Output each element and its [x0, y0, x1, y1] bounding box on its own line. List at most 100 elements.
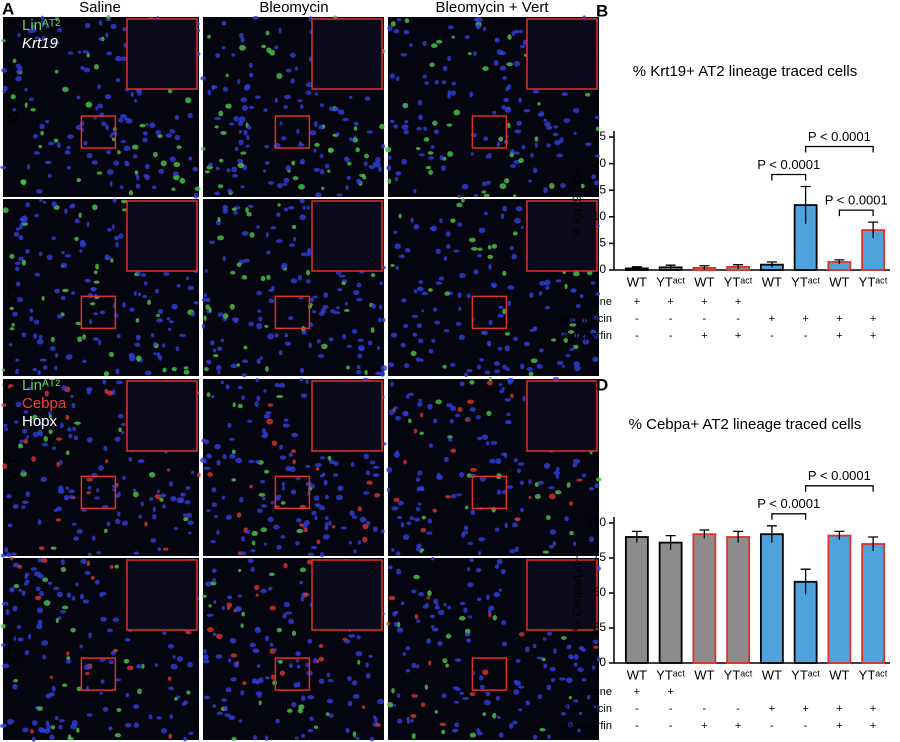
cell: [494, 37, 500, 43]
condition-mark: -: [736, 313, 740, 325]
cell: [2, 663, 10, 669]
cell: [420, 527, 427, 533]
cell: [288, 243, 296, 247]
cell: [203, 466, 211, 470]
row-label: WT: [5, 100, 22, 123]
cell: [208, 240, 215, 245]
cell: [13, 583, 20, 589]
cell: [402, 534, 410, 541]
cell: [379, 370, 386, 377]
cell: [337, 485, 344, 491]
cell: [186, 512, 193, 518]
cell: [243, 258, 250, 263]
x-tick-label: YTᵃᶜᵗ: [791, 667, 820, 682]
condition-mark: +: [667, 296, 673, 308]
cell: [308, 342, 312, 349]
cell: [106, 628, 114, 633]
cell: [400, 601, 405, 606]
cell: [197, 472, 201, 478]
cell: [34, 213, 39, 218]
cell: [483, 211, 488, 216]
cell: [208, 162, 213, 167]
cell: [16, 625, 22, 629]
cell: [66, 656, 71, 660]
cell: [250, 566, 255, 573]
cell: [285, 465, 291, 472]
cell: [113, 160, 119, 166]
condition-name: Saline: [581, 686, 612, 698]
cell: [110, 131, 118, 136]
cell: [472, 51, 477, 57]
cell: [153, 341, 157, 347]
cell: [401, 158, 408, 165]
x-tick-label: WT: [762, 274, 782, 289]
cell: [336, 306, 340, 310]
cell: [62, 86, 69, 93]
cell: [417, 338, 424, 344]
cell: [363, 153, 370, 159]
cell: [92, 337, 100, 341]
cell: [205, 581, 211, 587]
cell: [386, 621, 391, 626]
cell: [121, 208, 128, 212]
cell: [217, 216, 221, 223]
cell: [76, 686, 82, 692]
cell: [283, 207, 289, 212]
cell: [156, 352, 161, 358]
cell: [276, 212, 281, 217]
cell: [26, 164, 31, 170]
cell: [241, 373, 247, 378]
cell: [434, 709, 438, 714]
cell: [514, 517, 521, 522]
cell: [487, 608, 492, 614]
cell: [545, 285, 550, 290]
cell: [20, 469, 26, 473]
cell: [236, 363, 241, 367]
condition-mark: -: [703, 703, 707, 715]
cell: [245, 529, 251, 534]
cell: [501, 641, 508, 647]
cell: [517, 462, 525, 466]
cell: [378, 166, 382, 172]
cell: [275, 239, 283, 243]
cell: [21, 590, 26, 596]
cell: [463, 607, 468, 613]
cell: [9, 556, 14, 561]
cell: [340, 526, 347, 530]
cell: [357, 659, 361, 665]
cell: [283, 94, 291, 100]
cell: [507, 300, 511, 307]
cell: [24, 102, 28, 108]
cell: [300, 104, 304, 110]
cell: [265, 411, 272, 415]
cell: [108, 660, 115, 665]
panel-label: A: [2, 0, 14, 18]
cell: [289, 466, 296, 473]
cell: [547, 631, 552, 636]
cell: [222, 255, 226, 262]
cell: [444, 291, 451, 296]
cell: [486, 410, 492, 417]
cell: [541, 657, 546, 662]
cell: [443, 456, 449, 463]
cell: [410, 714, 417, 719]
cell: [496, 558, 503, 565]
cell: [413, 188, 417, 194]
cell: [254, 584, 260, 591]
cell: [469, 91, 474, 98]
cell: [247, 558, 254, 563]
cell: [272, 648, 278, 652]
cell: [352, 137, 359, 143]
cell: [248, 321, 255, 327]
cell: [288, 618, 295, 625]
cell: [106, 390, 114, 396]
cell: [280, 535, 286, 539]
cell: [211, 502, 217, 508]
cell: [498, 588, 503, 592]
cell: [201, 323, 205, 329]
cell: [66, 165, 71, 170]
cell: [564, 704, 571, 710]
condition-mark: +: [701, 330, 707, 342]
cell: [415, 546, 422, 552]
cell: [369, 736, 375, 742]
